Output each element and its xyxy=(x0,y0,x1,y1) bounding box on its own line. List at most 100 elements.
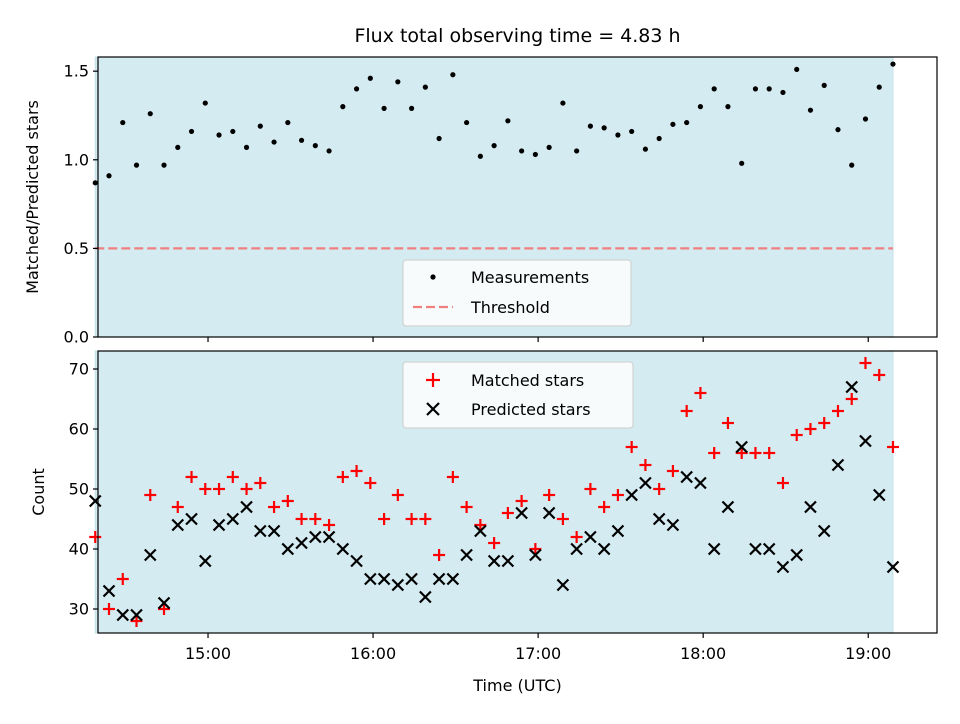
matched-star-point xyxy=(790,429,803,441)
predicted-star-point xyxy=(680,470,693,484)
predicted-star-point xyxy=(102,584,116,598)
predicted-star-point xyxy=(254,524,267,538)
matched-star-point xyxy=(309,513,322,525)
legend-predicted-label: Predicted stars xyxy=(471,400,591,419)
matched-star-point xyxy=(556,513,569,525)
measurement-point xyxy=(450,72,456,78)
predicted-star-point xyxy=(295,536,308,550)
matched-star-point xyxy=(419,513,432,525)
y-tick-label: 70 xyxy=(69,360,89,379)
predicted-star-point xyxy=(88,494,102,508)
y-tick-label: 0.5 xyxy=(64,239,89,258)
measurement-points xyxy=(92,61,896,186)
predicted-star-point xyxy=(171,518,185,532)
predicted-star-point xyxy=(529,548,542,562)
measurement-point xyxy=(574,148,580,154)
y-tick-label: 1.5 xyxy=(64,62,89,81)
measurement-point xyxy=(807,107,814,113)
matched-star-point xyxy=(323,519,336,531)
bottom-x-ticks: 15:00 16:00 17:00 18:00 19:00 xyxy=(185,633,891,663)
measurement-point xyxy=(312,143,318,149)
measurement-point xyxy=(230,128,236,135)
matched-stars-points xyxy=(89,357,899,627)
matched-star-point xyxy=(268,501,281,513)
y-tick-label: 0.0 xyxy=(64,328,89,347)
measurement-point xyxy=(615,132,621,138)
predicted-star-point xyxy=(199,554,212,568)
measurement-point xyxy=(216,132,222,138)
predicted-star-point xyxy=(872,488,886,502)
measurement-point xyxy=(120,119,126,126)
measurement-point xyxy=(408,105,415,111)
predicted-star-point xyxy=(570,542,583,556)
measurement-point xyxy=(161,162,167,168)
predicted-star-point xyxy=(721,500,735,514)
measurement-point xyxy=(601,125,607,131)
measurement-point xyxy=(202,100,208,106)
matched-star-point xyxy=(378,513,391,525)
measurement-point xyxy=(353,86,360,92)
measurement-point xyxy=(92,180,98,186)
matched-star-point xyxy=(199,483,212,495)
predicted-star-point xyxy=(240,500,253,514)
predicted-star-point xyxy=(790,548,803,562)
x-axis-label: Time (UTC) xyxy=(472,676,561,695)
matched-star-point xyxy=(433,549,446,561)
predicted-star-point xyxy=(226,512,240,526)
legend-measurements-label: Measurements xyxy=(471,268,589,287)
predicted-star-point xyxy=(487,554,501,568)
matched-star-point xyxy=(213,483,226,495)
measurement-point xyxy=(188,128,195,135)
matched-star-point xyxy=(144,489,157,501)
measurement-point xyxy=(794,66,800,73)
matched-star-point xyxy=(89,531,102,543)
predicted-star-point xyxy=(735,440,748,454)
matched-star-point xyxy=(845,393,858,405)
y-tick-label: 1.0 xyxy=(64,150,89,169)
matched-star-point xyxy=(584,483,597,495)
predicted-star-point xyxy=(474,524,487,538)
count-panel: 30 40 50 60 70 15:00 16:00 17:00 18:00 19:00 Cou… xyxy=(29,350,938,695)
y-tick-label: 30 xyxy=(69,600,89,619)
legend-threshold-label: Threshold xyxy=(470,298,550,317)
measurement-point xyxy=(491,143,497,149)
predicted-star-point xyxy=(419,590,432,604)
measurement-point xyxy=(367,75,373,81)
matched-star-point xyxy=(501,507,514,519)
measurement-point xyxy=(862,116,869,122)
matched-star-point xyxy=(336,471,349,483)
predicted-star-point xyxy=(749,542,762,556)
legend-matched-marker xyxy=(426,373,440,387)
measurement-point xyxy=(106,173,112,179)
matched-star-point xyxy=(543,489,556,501)
legend-predicted-marker xyxy=(426,402,440,416)
matched-star-point xyxy=(226,471,239,483)
matched-star-point xyxy=(103,603,116,615)
predicted-star-point xyxy=(267,524,281,538)
measurement-point xyxy=(711,86,717,92)
predicted-star-point xyxy=(364,572,377,586)
measurement-point xyxy=(849,162,855,168)
predicted-star-point xyxy=(597,542,611,556)
predicted-star-point xyxy=(611,524,625,538)
matched-star-point xyxy=(405,513,418,525)
predicted-star-point xyxy=(625,488,638,502)
predicted-star-point xyxy=(391,578,405,592)
measurement-point xyxy=(133,162,140,168)
x-tick-label: 18:00 xyxy=(680,644,726,663)
matched-star-point xyxy=(254,477,267,489)
matched-star-point xyxy=(721,417,734,429)
matched-star-point xyxy=(873,369,886,381)
predicted-star-point xyxy=(817,524,831,538)
predicted-star-point xyxy=(707,542,721,556)
measurement-point xyxy=(821,82,827,88)
matched-star-point xyxy=(639,459,652,471)
matched-star-point xyxy=(763,447,776,459)
measurement-point xyxy=(752,86,759,92)
measurement-point xyxy=(532,151,538,158)
predicted-star-point xyxy=(143,548,157,562)
top-y-axis-label: Matched/Predicted stars xyxy=(23,100,42,294)
measurement-point xyxy=(243,144,250,150)
matched-star-point xyxy=(570,531,583,543)
